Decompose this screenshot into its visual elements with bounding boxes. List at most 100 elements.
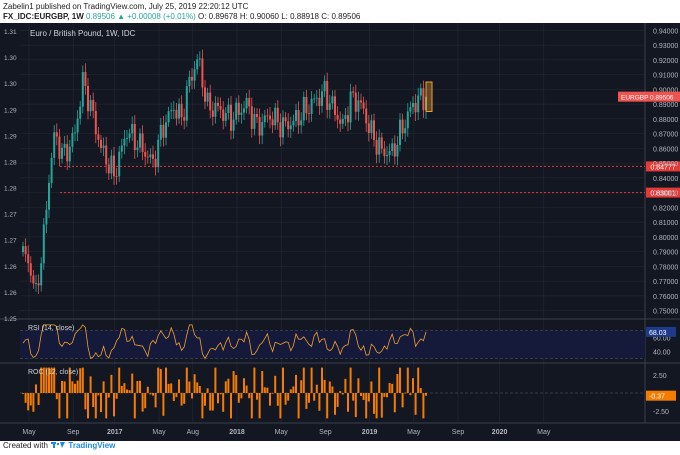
- roc-bar: [76, 380, 79, 393]
- candle-body: [183, 117, 186, 121]
- roc-bar: [74, 383, 76, 393]
- roc-bar: [170, 383, 173, 393]
- price-tick-label: 0.90000: [653, 87, 678, 94]
- roc-tick-label: -2.50: [653, 409, 669, 416]
- roc-bar: [89, 376, 92, 393]
- price-tick-label: 0.81000: [653, 220, 678, 227]
- roc-bar: [206, 388, 209, 393]
- price-tick-label: 0.75000: [653, 309, 678, 316]
- footer-brand[interactable]: TradingView: [68, 441, 116, 450]
- candle-body: [37, 283, 40, 286]
- roc-bar: [401, 393, 404, 408]
- x-tick-label: 2018: [229, 429, 245, 436]
- candle-body: [219, 105, 222, 110]
- roc-bar: [326, 393, 329, 419]
- candle-body: [97, 134, 100, 140]
- candle-body: [162, 124, 165, 138]
- left-tick-label: 1.27: [4, 212, 17, 219]
- roc-bar: [274, 375, 277, 393]
- x-tick-label: Sep: [67, 429, 80, 436]
- left-tick-label: 1.29: [4, 107, 17, 114]
- candle-body: [232, 119, 235, 131]
- roc-bar: [412, 378, 414, 393]
- roc-bar: [240, 393, 243, 399]
- candle-body: [308, 113, 310, 115]
- support-label-bg: [646, 187, 680, 198]
- roc-bar: [295, 374, 297, 393]
- roc-bar: [367, 393, 370, 402]
- chart-background: [0, 23, 680, 441]
- roc-bar: [149, 393, 152, 395]
- candle-body: [40, 263, 43, 286]
- candle-body: [79, 106, 82, 119]
- candle-body: [230, 104, 232, 131]
- roc-bar: [396, 373, 399, 393]
- roc-bar: [323, 379, 326, 393]
- candle-body: [399, 119, 401, 145]
- roc-bar: [230, 393, 232, 419]
- roc-title: ROC (12, close): [28, 369, 78, 376]
- roc-bar: [276, 393, 279, 406]
- roc-bar: [297, 393, 300, 419]
- candle-body: [250, 106, 253, 129]
- roc-bar: [237, 393, 240, 403]
- roc-bar: [352, 393, 355, 401]
- roc-bar: [258, 393, 261, 419]
- roc-bar: [198, 386, 201, 393]
- roc-bar: [334, 393, 336, 415]
- roc-bar: [193, 374, 196, 393]
- roc-bar: [373, 393, 375, 414]
- roc-bar: [152, 393, 154, 396]
- ohlc-values: O: 0.89678 H: 0.90060 L: 0.88918 C: 0.89…: [198, 12, 361, 21]
- roc-bar: [315, 384, 318, 393]
- candle-body: [42, 224, 45, 264]
- price-tick-label: 0.86000: [653, 146, 678, 153]
- candle-body: [35, 283, 37, 284]
- roc-bar: [24, 393, 27, 403]
- candle-body: [334, 96, 336, 115]
- roc-bar: [347, 393, 349, 412]
- candle-body: [310, 98, 313, 115]
- roc-bar: [339, 391, 342, 393]
- candle-body: [66, 143, 69, 162]
- roc-bar: [321, 367, 323, 393]
- candle-body: [63, 143, 66, 148]
- price-tick-label: 0.94000: [653, 28, 678, 35]
- roc-bar: [61, 380, 63, 393]
- candle-body: [61, 147, 63, 159]
- roc-bar: [42, 367, 45, 393]
- candle-body: [282, 117, 284, 138]
- publisher-line: Zabelin1 published on TradingView.com, J…: [3, 2, 249, 11]
- candle-body: [170, 110, 173, 112]
- candle-body: [271, 119, 274, 126]
- last-price-label: 0.89506: [650, 95, 674, 102]
- roc-bar: [227, 378, 230, 393]
- trading-chart[interactable]: 0.84777 0.83001 0.94000 0.93000 0.92000 0.910…: [0, 23, 680, 441]
- roc-bar: [243, 378, 245, 393]
- candle-body: [269, 115, 271, 120]
- left-tick-label: 1.27: [4, 238, 17, 245]
- roc-bar: [250, 393, 253, 419]
- price-tick-label: 0.78000: [653, 264, 678, 271]
- roc-bar: [50, 367, 53, 393]
- candle-body: [289, 125, 292, 130]
- roc-bar: [406, 367, 409, 393]
- rsi-title: RSI (14, close): [28, 325, 74, 332]
- candle-body: [406, 111, 409, 129]
- candle-body: [172, 109, 175, 111]
- x-tick-label: Sep: [452, 429, 465, 436]
- roc-bar: [362, 393, 365, 400]
- candle-body: [222, 109, 225, 121]
- roc-bar: [185, 367, 188, 393]
- roc-bar: [378, 367, 381, 393]
- roc-bar: [224, 381, 227, 393]
- candle-body: [323, 80, 326, 92]
- candle-body: [266, 115, 269, 117]
- symbol-label: FX_IDC:EURGBP, 1W: [3, 12, 84, 21]
- roc-bar: [118, 367, 121, 393]
- roc-bar: [157, 367, 160, 393]
- roc-bar: [27, 393, 30, 411]
- roc-bar: [113, 393, 115, 417]
- roc-bar: [287, 393, 290, 401]
- roc-bar: [22, 393, 24, 394]
